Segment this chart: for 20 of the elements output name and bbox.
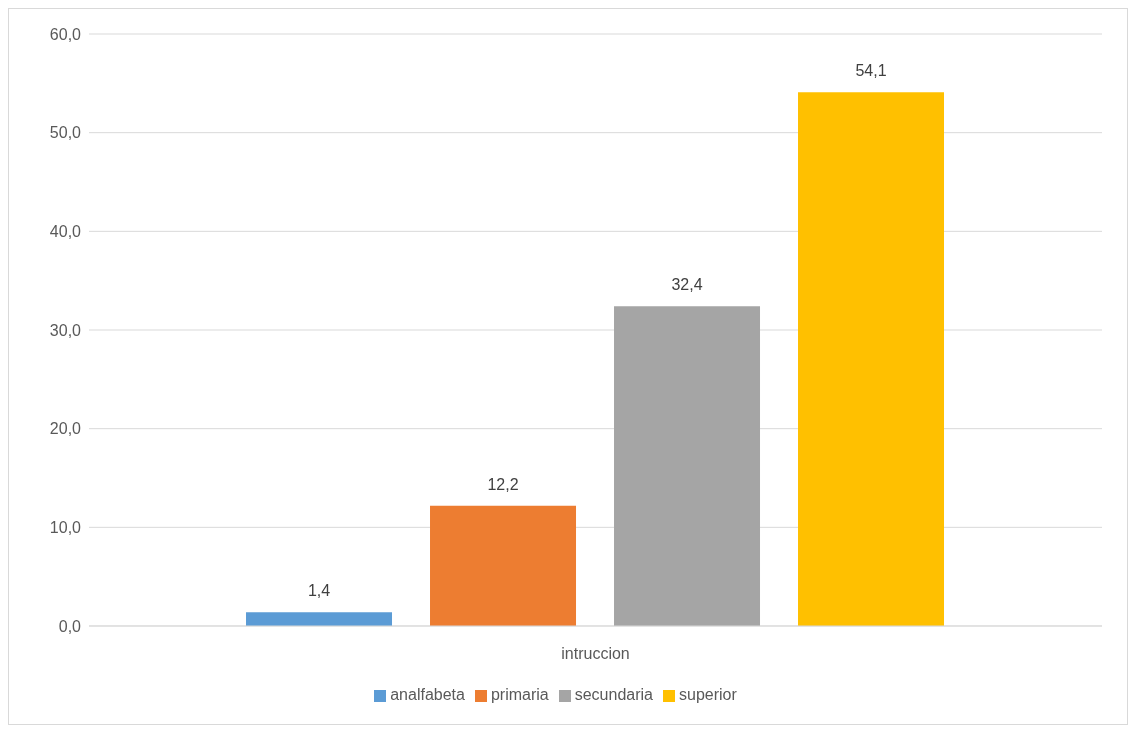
y-tick-label: 20,0 <box>49 420 82 438</box>
x-axis-title: intruccion <box>561 645 630 663</box>
y-tick-label: 10,0 <box>49 519 82 537</box>
y-tick-label: 40,0 <box>49 223 82 241</box>
legend-label: superior <box>679 686 737 703</box>
bar <box>798 92 945 626</box>
legend-label: primaria <box>490 686 549 703</box>
bar <box>614 306 761 626</box>
legend-label: analfabeta <box>390 686 465 703</box>
y-tick-label: 60,0 <box>49 25 82 43</box>
legend-label: secundaria <box>574 686 653 703</box>
data-label: 1,4 <box>307 582 331 600</box>
data-label: 12,2 <box>487 475 519 493</box>
y-tick-label: 30,0 <box>49 321 82 339</box>
data-label: 54,1 <box>855 62 887 80</box>
data-label: 32,4 <box>671 276 703 294</box>
y-tick-label: 0,0 <box>58 617 82 635</box>
y-tick-label: 50,0 <box>49 124 82 142</box>
bar <box>430 505 577 626</box>
bar <box>246 612 393 626</box>
